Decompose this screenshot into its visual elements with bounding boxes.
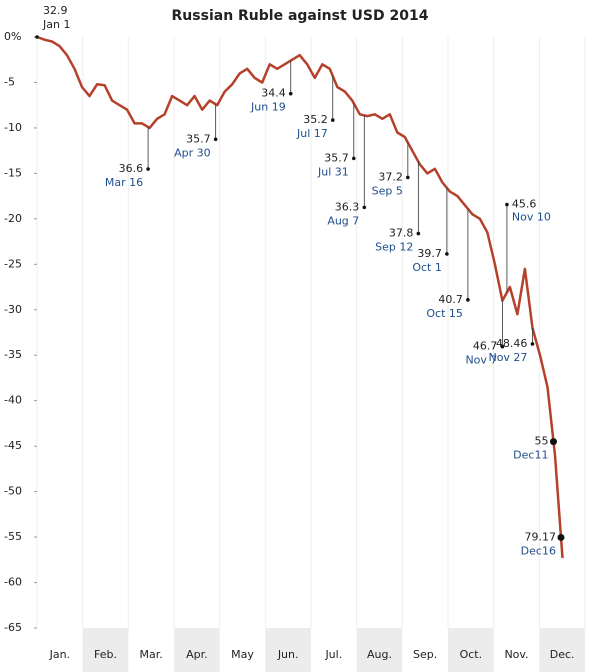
x-tick-label: Oct. bbox=[460, 648, 483, 661]
rate-label: 39.7 bbox=[417, 247, 442, 260]
date-label: Apr 30 bbox=[174, 146, 211, 159]
date-label: Oct 1 bbox=[412, 261, 442, 274]
x-tick-label: Jun. bbox=[277, 648, 299, 661]
annotation-dot bbox=[330, 118, 335, 122]
annotation-dot bbox=[362, 205, 367, 210]
rate-label: 32.9 bbox=[43, 4, 68, 17]
date-label: Nov 7 bbox=[465, 354, 497, 367]
rate-label: 37.2 bbox=[378, 170, 403, 183]
rate-label: 40.7 bbox=[438, 293, 463, 306]
rate-label: 55 bbox=[534, 435, 548, 448]
x-tick-label: Jul. bbox=[324, 648, 342, 661]
y-tick-label: -45 bbox=[4, 439, 22, 452]
rate-label: 35.2 bbox=[303, 113, 328, 126]
annotation-dot bbox=[466, 298, 470, 302]
rate-label: 34.4 bbox=[261, 87, 286, 100]
rate-label: 36.6 bbox=[119, 162, 144, 175]
x-tick-label: Feb. bbox=[94, 648, 117, 661]
rate-label: 35.7 bbox=[186, 132, 211, 145]
date-label: Jul 31 bbox=[317, 165, 349, 178]
axis-band bbox=[356, 628, 403, 672]
date-label: Dec11 bbox=[513, 449, 548, 462]
date-label: Nov 27 bbox=[488, 351, 527, 364]
annotation-dot bbox=[406, 175, 410, 180]
annotation-dot bbox=[35, 35, 39, 39]
y-tick-label: -25 bbox=[4, 257, 22, 270]
axis-band bbox=[539, 628, 585, 672]
y-tick-label: 0% bbox=[4, 30, 21, 43]
annotation-dot bbox=[500, 344, 505, 349]
y-tick-label: -65 bbox=[4, 621, 22, 634]
y-tick-label: -55 bbox=[4, 530, 22, 543]
annotation-dot bbox=[505, 202, 509, 207]
annotation-dot bbox=[445, 252, 449, 256]
y-tick-label: -60 bbox=[4, 576, 22, 589]
y-tick-label: -20 bbox=[4, 212, 22, 225]
date-label: Sep 12 bbox=[375, 241, 413, 254]
y-tick-label: -5 bbox=[4, 75, 15, 88]
annotation-dot bbox=[351, 156, 356, 161]
x-tick-label: Jan. bbox=[49, 648, 70, 661]
rate-label: 46.7 bbox=[473, 340, 498, 353]
date-label: Oct 15 bbox=[426, 307, 463, 320]
date-label: Sep 5 bbox=[372, 184, 403, 197]
data-line bbox=[36, 35, 564, 559]
annotation-dot bbox=[213, 137, 218, 142]
x-tick-label: Nov. bbox=[504, 648, 528, 661]
annotation-dot bbox=[146, 167, 150, 171]
annotation-dot bbox=[416, 231, 421, 236]
date-label: Jan 1 bbox=[42, 18, 70, 31]
y-tick-label: -10 bbox=[4, 121, 22, 134]
annotation-dot bbox=[557, 533, 565, 541]
x-tick-label: Mar. bbox=[140, 648, 163, 661]
axis-band bbox=[82, 628, 129, 672]
x-tick-label: May bbox=[231, 648, 254, 661]
x-tick-label: Dec. bbox=[550, 648, 575, 661]
date-label: Jul 17 bbox=[296, 127, 328, 140]
x-tick-label: Aug. bbox=[367, 648, 392, 661]
date-label: Jun 19 bbox=[250, 101, 286, 114]
axis-band bbox=[265, 628, 311, 672]
y-tick-label: -15 bbox=[4, 166, 22, 179]
axis-band bbox=[174, 628, 220, 672]
date-label: Aug 7 bbox=[327, 214, 359, 227]
y-tick-label: -50 bbox=[4, 485, 22, 498]
x-tick-label: Apr. bbox=[186, 648, 208, 661]
rate-label: 36.3 bbox=[335, 200, 360, 213]
chart-title: Russian Ruble against USD 2014 bbox=[172, 8, 429, 24]
y-tick-label: -40 bbox=[4, 394, 22, 407]
y-tick-label: -35 bbox=[4, 348, 22, 361]
rate-label: 48.46 bbox=[496, 337, 528, 350]
rate-label: 79.17 bbox=[524, 530, 556, 543]
x-tick-label: Sep. bbox=[413, 648, 437, 661]
date-label: Dec16 bbox=[521, 544, 556, 557]
date-label: Nov 10 bbox=[512, 210, 551, 223]
rate-label: 35.7 bbox=[324, 151, 349, 164]
rate-label: 37.8 bbox=[389, 227, 414, 240]
date-label: Mar 16 bbox=[105, 176, 143, 189]
annotation-dot bbox=[549, 438, 557, 446]
y-tick-label: -30 bbox=[4, 303, 22, 316]
axis-band bbox=[448, 628, 494, 672]
rate-label: 45.6 bbox=[512, 197, 537, 210]
annotation-dot bbox=[530, 342, 535, 346]
annotation-dot bbox=[288, 91, 293, 96]
